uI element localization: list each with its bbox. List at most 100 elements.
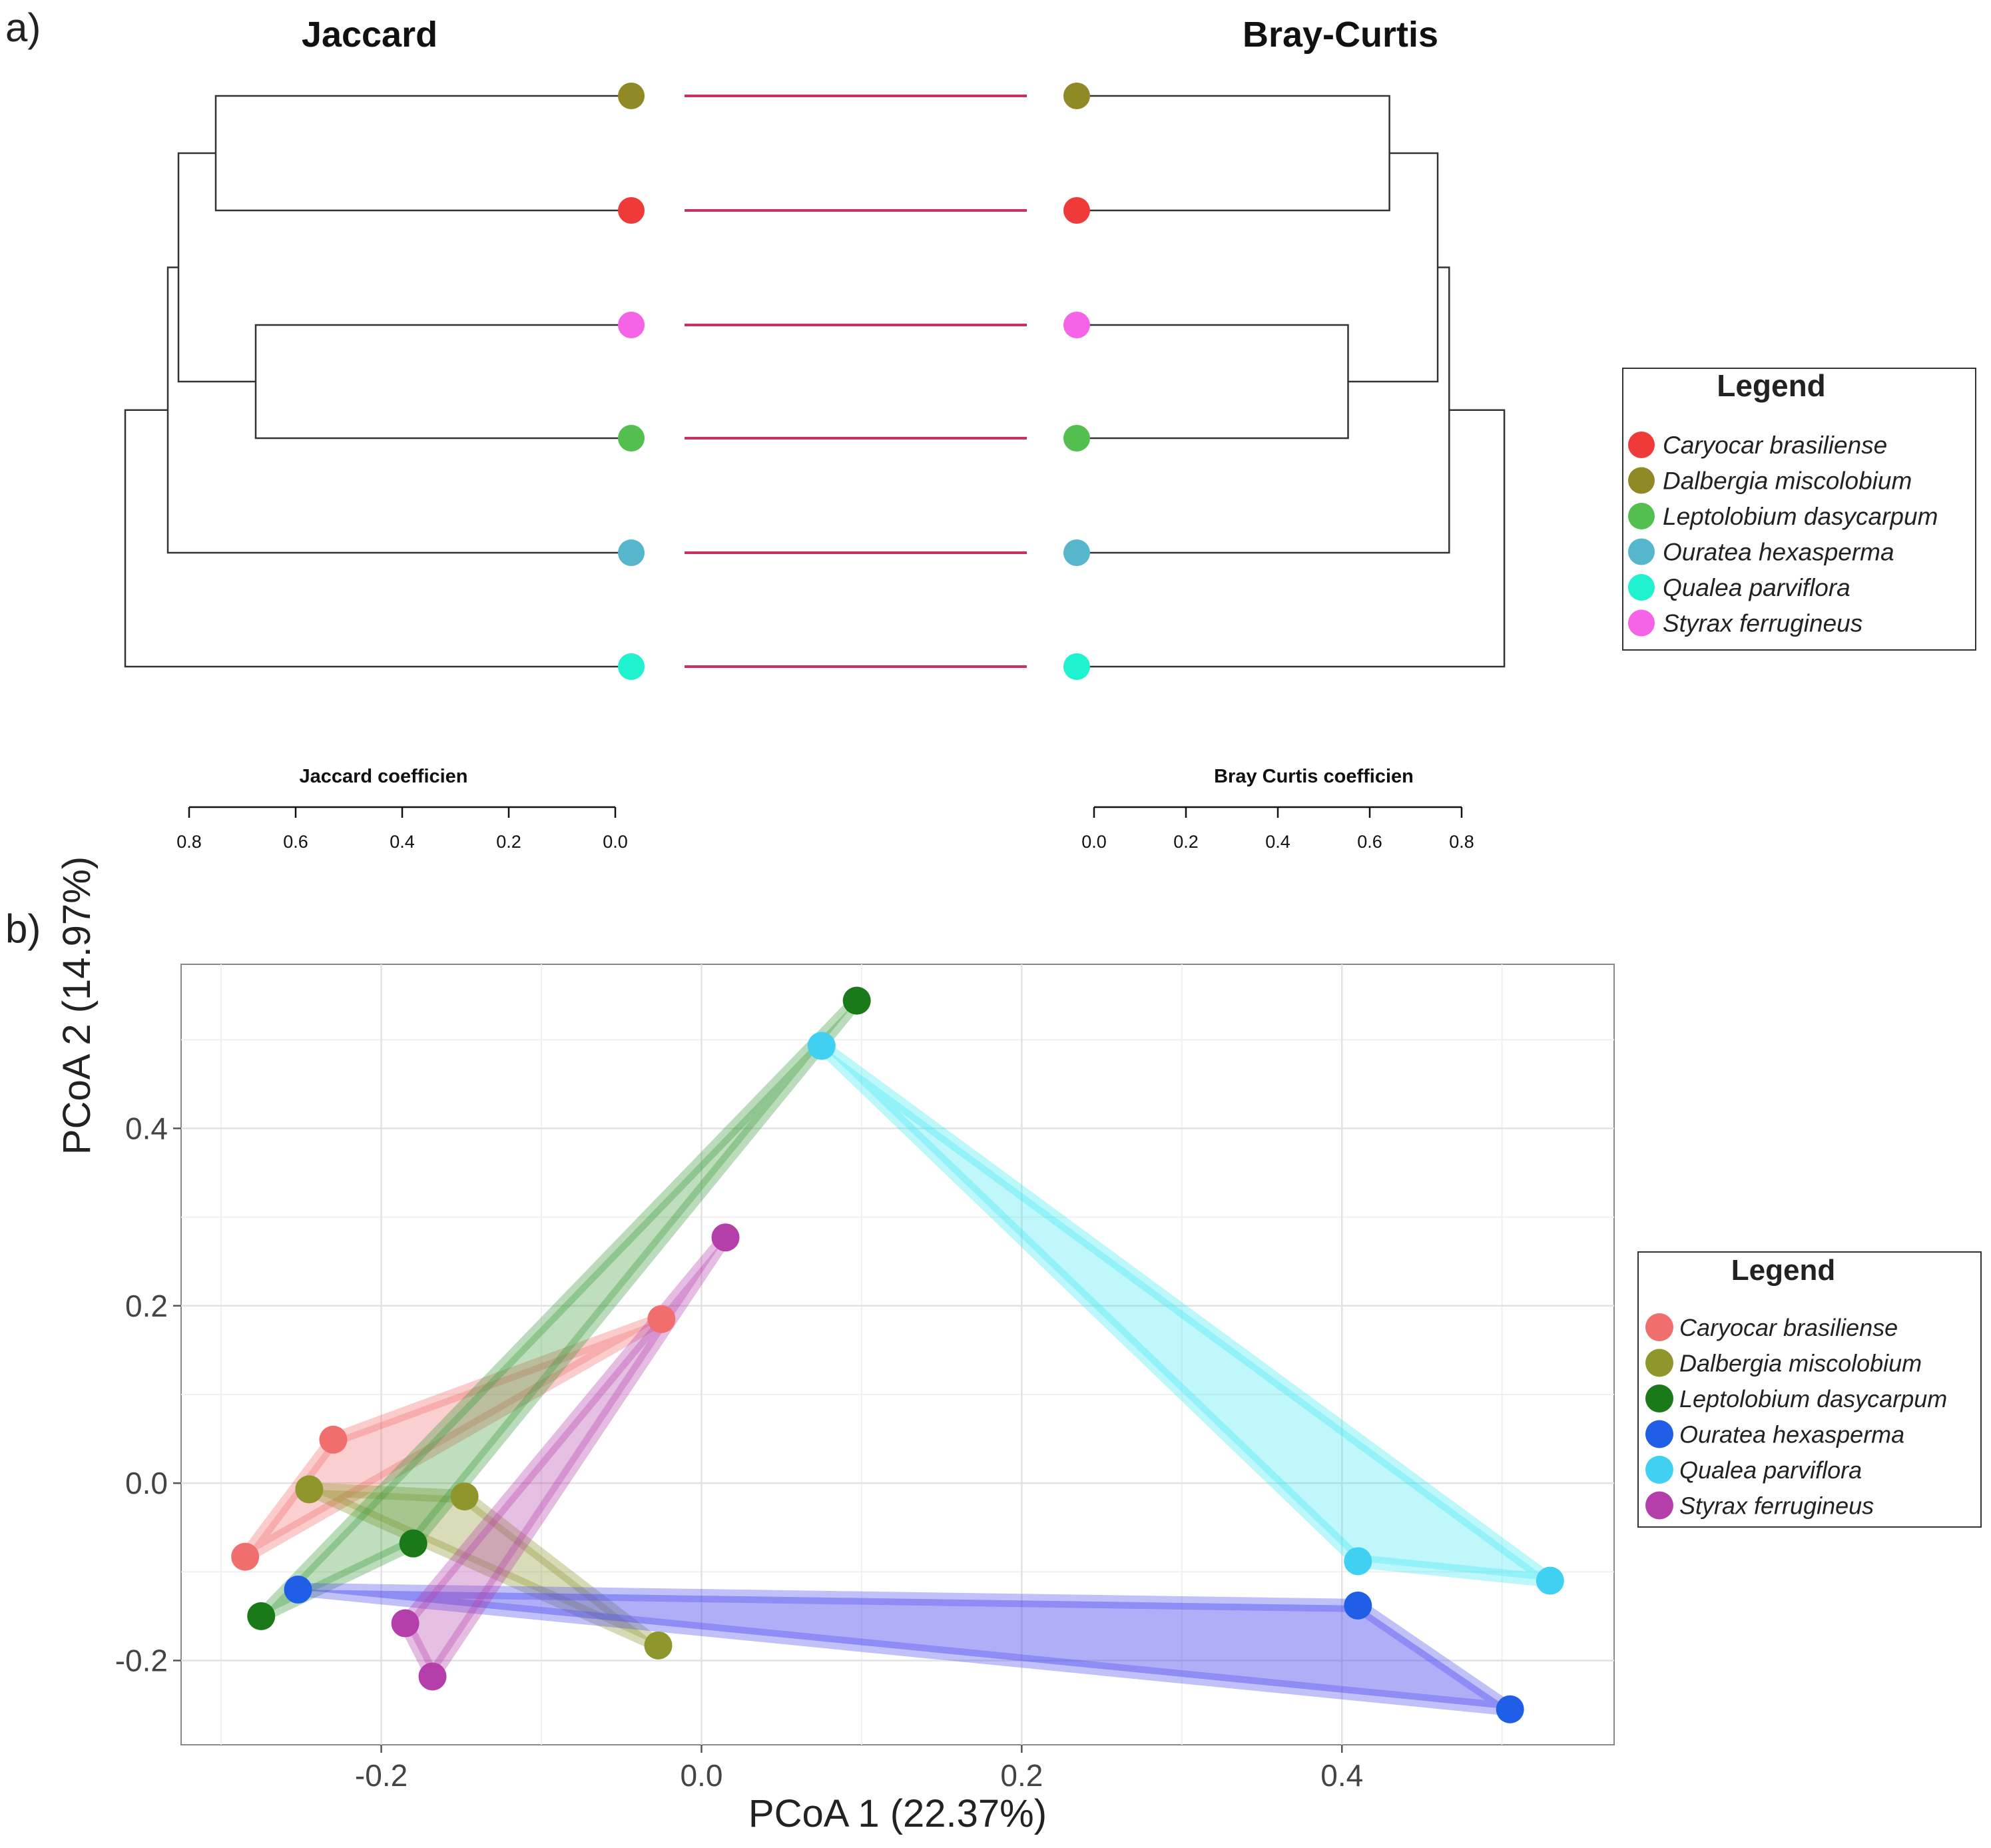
bray-curtis-tick-label-3: 0.6 (1357, 832, 1382, 852)
jaccard-tick-label-2: 0.4 (390, 832, 415, 852)
jaccard-tick-label-1: 0.6 (283, 832, 308, 852)
panel-b: b) -0.2 0.0 0.2 0.4 -0.2 0.0 0.2 0.4 PCoA 1 (22… (5, 856, 1982, 1835)
legend-a-label-styrax-ferrugineus: Styrax ferrugineus (1663, 610, 1862, 637)
legend-b-dot-qualea-parviflora (1645, 1456, 1673, 1484)
hull-leptolobium-dasycarpum (254, 994, 864, 1623)
leaf-markers (618, 83, 1090, 680)
legend-b-title: Legend (1731, 1254, 1835, 1287)
bray-curtis-axis-marks: 0.0 0.2 0.4 0.6 0.8 (1081, 806, 1474, 852)
jaccard-tick-label-3: 0.2 (496, 832, 521, 852)
bray-curtis-leaf-styrax-ferrugineus (1063, 312, 1090, 338)
legend-a-label-leptolobium-dasycarpum: Leptolobium dasycarpum (1663, 503, 1938, 530)
bray-curtis-leaf-leptolobium-dasycarpum (1063, 425, 1090, 452)
bray-curtis-leaf-qualea-parviflora (1063, 653, 1090, 680)
legend-a-title: Legend (1717, 368, 1826, 403)
jaccard-tick-label-0: 0.8 (176, 832, 202, 852)
jaccard-leaf-dalbergia-miscolobium (618, 83, 645, 109)
y-axis-label: PCoA 2 (14.97%) (55, 856, 99, 1155)
jaccard-axis-label: Jaccard coefficien (299, 766, 467, 787)
hull-styrax-ferrugineus (398, 1231, 732, 1684)
x-tick-label-1: 0.0 (680, 1758, 722, 1793)
jaccard-tick-label-4: 0.0 (603, 832, 628, 852)
pcoa-ticks: -0.2 0.0 0.2 0.4 -0.2 0.0 0.2 0.4 (115, 1111, 1363, 1793)
bray-curtis-merge-2 (1077, 324, 1349, 440)
bray-curtis-tick-label-4: 0.8 (1449, 832, 1474, 852)
legend-b-dot-styrax-ferrugineus (1645, 1491, 1673, 1520)
legend-b-frame (1637, 1251, 1982, 1528)
bray-curtis-tick-label-0: 0.0 (1081, 832, 1107, 852)
legend-a: Legend Caryocar brasiliense Dalbergia mis… (1622, 368, 1976, 651)
leaf-connectors (685, 95, 1027, 668)
bray-curtis-merge-4 (1077, 266, 1450, 554)
bray-curtis-merge-1 (1077, 95, 1390, 212)
jaccard-merge-5 (124, 409, 631, 668)
point-dalbergia-miscolobium-1 (295, 1475, 324, 1504)
point-ouratea-hexasperma-3 (1496, 1695, 1524, 1723)
jaccard-leaf-leptolobium-dasycarpum (618, 425, 645, 452)
legend-a-label-ouratea-hexasperma: Ouratea hexasperma (1663, 539, 1894, 566)
point-dalbergia-miscolobium-2 (450, 1482, 479, 1511)
bray-curtis-leaf-dalbergia-miscolobium (1063, 83, 1090, 109)
legend-b-dot-dalbergia-miscolobium (1645, 1349, 1673, 1377)
bray-curtis-leaf-caryocar-brasiliense (1063, 197, 1090, 224)
jaccard-merge-4 (166, 266, 631, 554)
point-styrax-ferrugineus-3 (711, 1223, 740, 1252)
legend-a-dot-ouratea-hexasperma (1628, 538, 1655, 565)
jaccard-dendrogram (124, 95, 631, 668)
bray-curtis-merge-5 (1077, 409, 1506, 668)
legend-a-dot-caryocar-brasiliense (1628, 432, 1655, 458)
legend-b-label-dalbergia-miscolobium: Dalbergia miscolobium (1679, 1350, 1922, 1377)
bray-curtis-tick-label-2: 0.4 (1265, 832, 1290, 852)
jaccard-merge-2 (254, 324, 631, 440)
legend-a-dot-leptolobium-dasycarpum (1628, 503, 1655, 529)
jaccard-title: Jaccard (302, 15, 437, 55)
legend-a-dot-dalbergia-miscolobium (1628, 467, 1655, 494)
legend-b-label-leptolobium-dasycarpum: Leptolobium dasycarpum (1679, 1385, 1947, 1412)
point-ouratea-hexasperma-2 (1344, 1591, 1372, 1620)
bray-curtis-dendrogram (1077, 95, 1506, 668)
jaccard-leaf-styrax-ferrugineus (618, 312, 645, 338)
jaccard-leaf-ouratea-hexasperma (618, 539, 645, 566)
jaccard-axis-marks: 0.8 0.6 0.4 0.2 0.0 (176, 806, 628, 852)
x-tick-label-3: 0.4 (1320, 1758, 1363, 1793)
hull-ouratea-hexasperma (291, 1582, 1517, 1716)
legend-b-label-ouratea-hexasperma: Ouratea hexasperma (1679, 1421, 1904, 1448)
legend-a-dot-styrax-ferrugineus (1628, 609, 1655, 637)
point-qualea-parviflora-3 (1536, 1566, 1564, 1595)
legend-b-label-styrax-ferrugineus: Styrax ferrugineus (1679, 1492, 1874, 1520)
bray-curtis-merge-3 (1348, 152, 1439, 383)
point-styrax-ferrugineus-1 (391, 1609, 420, 1638)
legend-b: Legend Caryocar brasiliense Dalbergia mis… (1637, 1251, 1982, 1528)
legend-b-label-caryocar-brasiliense: Caryocar brasiliense (1679, 1314, 1898, 1341)
point-leptolobium-dasycarpum-2 (399, 1529, 427, 1558)
x-tick-label-0: -0.2 (355, 1758, 408, 1793)
point-dalbergia-miscolobium-3 (644, 1631, 673, 1660)
hull-qualea-parviflora (814, 1039, 1557, 1588)
legend-b-dot-caryocar-brasiliense (1645, 1313, 1673, 1341)
panel-a: a) Jaccard Bray-Curtis Jaccard coefficie… (5, 5, 1976, 852)
point-styrax-ferrugineus-2 (418, 1662, 447, 1691)
y-tick-label-3: 0.4 (125, 1111, 168, 1145)
bray-curtis-axis: Bray Curtis coefficien 0.0 0.2 0.4 0.6 0.8 (1081, 766, 1474, 852)
x-tick-label-2: 0.2 (1000, 1758, 1043, 1793)
y-tick-label-2: 0.2 (125, 1289, 168, 1323)
jaccard-merge-3 (177, 152, 256, 383)
bray-curtis-title: Bray-Curtis (1243, 15, 1438, 55)
pcoa-grid (181, 964, 1614, 1745)
point-qualea-parviflora-2 (1344, 1547, 1372, 1576)
bray-curtis-leaf-ouratea-hexasperma (1063, 539, 1090, 566)
jaccard-leaf-caryocar-brasiliense (618, 197, 645, 224)
panel-label-b: b) (5, 906, 41, 951)
x-axis-label: PCoA 1 (22.37%) (748, 1792, 1047, 1835)
legend-b-label-qualea-parviflora: Qualea parviflora (1679, 1456, 1862, 1484)
point-caryocar-brasiliense-3 (647, 1305, 676, 1333)
y-tick-label-0: -0.2 (115, 1643, 168, 1678)
legend-b-entries: Caryocar brasiliense Dalbergia miscolobiu… (1645, 1313, 1947, 1520)
pcoa-points (231, 986, 1564, 1723)
y-tick-label-1: 0.0 (125, 1466, 168, 1500)
plot-panel (180, 964, 1615, 1745)
point-caryocar-brasiliense-1 (231, 1542, 260, 1571)
jaccard-merge-1 (214, 95, 631, 212)
panel-label-a: a) (5, 5, 41, 50)
